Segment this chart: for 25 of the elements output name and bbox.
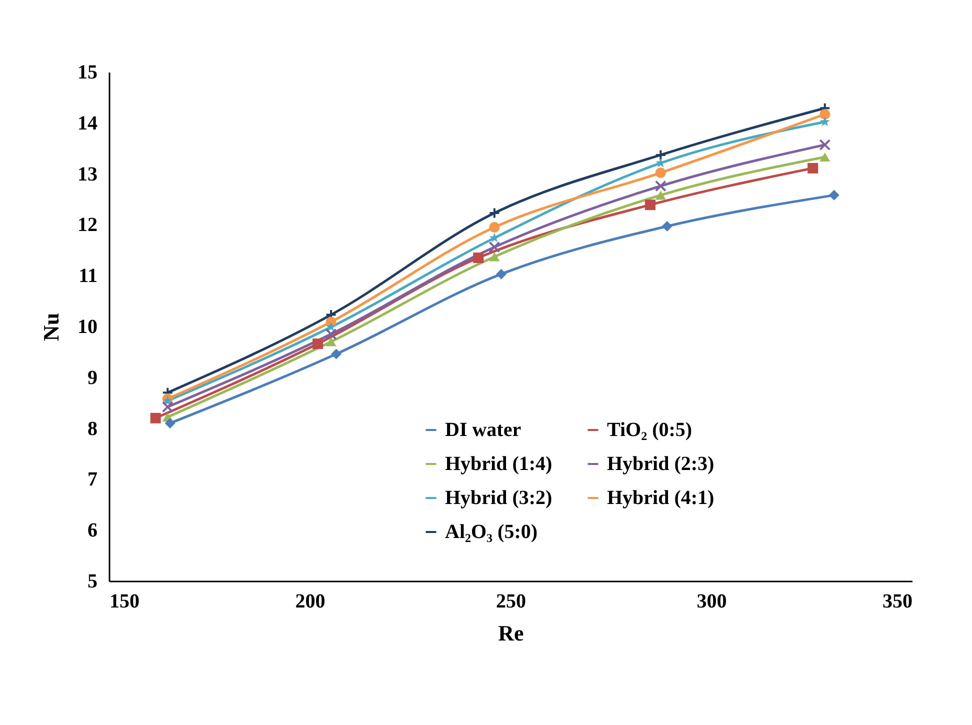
x-tick-label: 300 bbox=[696, 590, 727, 612]
legend-label: DI water bbox=[445, 419, 522, 441]
y-tick-label: 11 bbox=[78, 265, 98, 288]
y-tick-label: 7 bbox=[88, 468, 98, 491]
y-tick-label: 10 bbox=[78, 316, 98, 338]
y-tick-label: 15 bbox=[78, 62, 98, 84]
x-tick-label: 150 bbox=[110, 590, 140, 612]
y-tick-label: 9 bbox=[88, 366, 98, 389]
legend-label: Hybrid (3:2) bbox=[445, 487, 552, 509]
y-tick-label: 5 bbox=[88, 570, 98, 592]
legend-label: Hybrid (2:3) bbox=[607, 453, 714, 475]
y-tick-label: 13 bbox=[78, 163, 98, 186]
y-tick-label: 14 bbox=[78, 112, 98, 134]
y-tick-label: 12 bbox=[78, 214, 98, 236]
x-axis-title: Re bbox=[498, 620, 524, 646]
legend-label: Hybrid (4:1) bbox=[607, 487, 714, 509]
legend-label: TiO₂ (0:5) bbox=[607, 419, 692, 441]
x-tick-label: 200 bbox=[295, 590, 326, 612]
x-tick-label: 350 bbox=[882, 590, 912, 612]
y-axis-title: Nu bbox=[38, 312, 64, 342]
x-tick-label: 250 bbox=[496, 590, 526, 612]
legend-label: Al₂O₃ (5:0) bbox=[445, 521, 538, 543]
legend-label: Hybrid (1:4) bbox=[445, 453, 552, 475]
y-tick-label: 6 bbox=[88, 520, 98, 542]
y-tick-label: 8 bbox=[88, 418, 98, 440]
